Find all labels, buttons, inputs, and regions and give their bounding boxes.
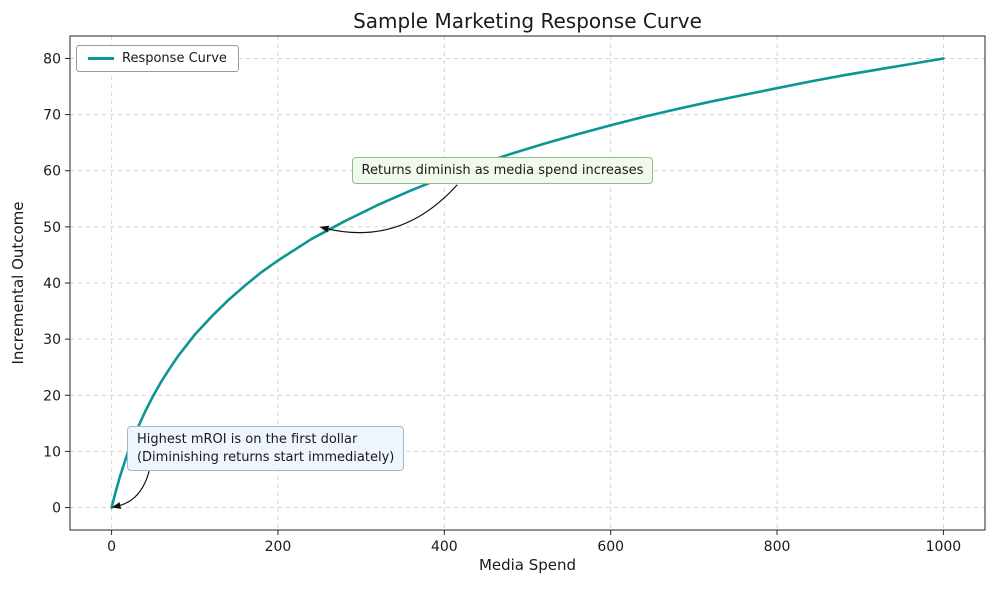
- x-tick-label: 400: [431, 539, 458, 555]
- legend-label: Response Curve: [122, 51, 227, 66]
- annotation-diminishing-returns: Returns diminish as media spend increase…: [351, 156, 654, 185]
- annotation-arrow: [325, 184, 458, 234]
- annotation-arrowhead: [111, 502, 122, 509]
- y-tick-label: 10: [43, 444, 61, 460]
- y-axis-label: Incremental Outcome: [9, 201, 27, 365]
- y-tick-label: 50: [43, 220, 61, 236]
- annotation-arrow: [117, 470, 150, 507]
- y-tick-label: 30: [43, 332, 61, 348]
- annotation-arrowhead: [319, 225, 330, 233]
- y-tick-label: 0: [52, 501, 61, 517]
- x-tick-label: 800: [764, 539, 791, 555]
- y-tick-label: 20: [43, 388, 61, 404]
- x-axis-label: Media Spend: [478, 556, 577, 574]
- y-tick-label: 40: [43, 276, 61, 292]
- x-tick-label: 200: [265, 539, 292, 555]
- x-tick-label: 600: [597, 539, 624, 555]
- legend: Response Curve: [76, 45, 239, 72]
- y-tick-label: 80: [43, 51, 61, 67]
- x-tick-label: 0: [107, 539, 116, 555]
- y-tick-label: 70: [43, 108, 61, 124]
- annotation-first-dollar-mroi: Highest mROI is on the first dollar (Dim…: [126, 426, 405, 472]
- legend-line-swatch: [88, 57, 114, 60]
- x-tick-label: 1000: [926, 539, 962, 555]
- y-tick-label: 60: [43, 164, 61, 180]
- chart-title: Sample Marketing Response Curve: [353, 9, 702, 33]
